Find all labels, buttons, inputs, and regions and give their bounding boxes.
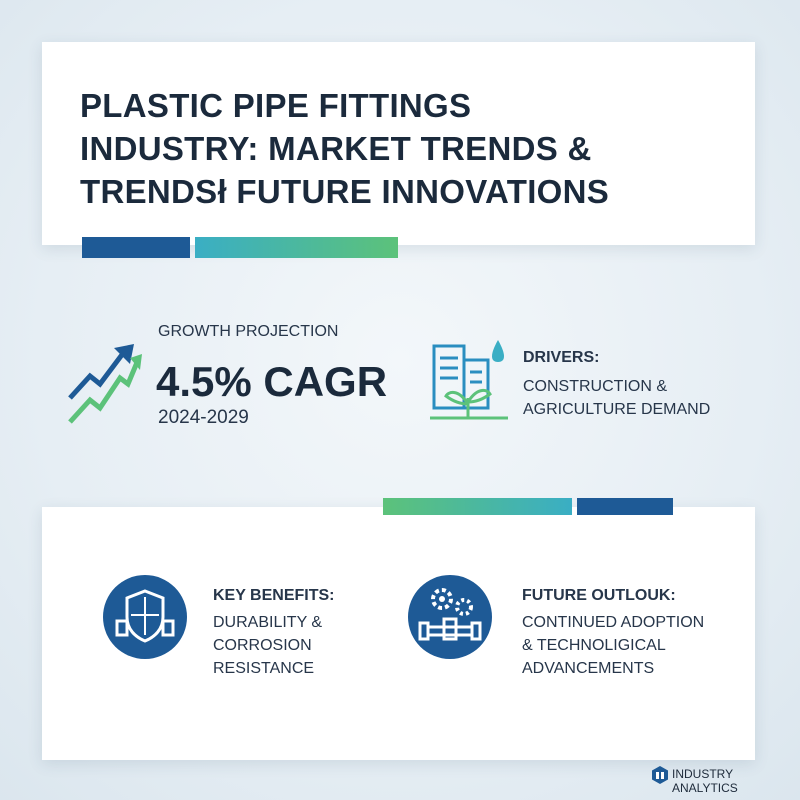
text-line: ADVANCEMENTS [522,660,655,677]
growth-icon [68,344,142,424]
drivers-title: DRIVERS: [523,349,600,366]
text-line: CORROSION [213,637,312,654]
title-line: TRENDSł FUTURE INNOVATIONS [80,173,610,210]
text-line: RESISTANCE [213,660,315,677]
title-card [42,42,755,245]
text-line: CONSTRUCTION & [523,378,667,395]
accent-bar [82,237,190,258]
drivers-text: CONSTRUCTION & AGRICULTURE DEMAND [523,375,710,421]
accent-bar [195,237,398,258]
title-line: INDUSTRY: MARKET TRENDS & [80,130,592,167]
drivers-icon [430,340,508,420]
footer-brand: INDUSTRY ANALYTICS [672,767,738,795]
growth-label: GROWTH PROJECTION [158,323,339,340]
title-line: PLASTIC PIPE FITTINGS [80,87,472,124]
accent-bar [383,498,572,515]
text-line: AGRICULTURE DEMAND [523,401,711,418]
footer-logo [652,766,668,784]
benefits-icon [103,575,187,659]
title: PLASTIC PIPE FITTINGS INDUSTRY: MARKET T… [80,84,609,213]
outlook-text: CONTINUED ADOPTION & TECHNOLIGICAL ADVAN… [522,611,704,680]
outlook-icon [408,575,492,659]
text-line: CONTINUED ADOPTION [522,614,705,631]
growth-period: 2024-2029 [158,407,249,428]
benefits-title: KEY BENEFITS: [213,587,335,604]
text-line: & TECHNOLIGICAL [522,637,666,654]
benefits-text: DURABILITY & CORROSION RESISTANCE [213,611,322,680]
outlook-title: FUTURE OUTLOUK: [522,587,676,604]
text-line: DURABILITY & [213,614,323,631]
growth-value: 4.5% CAGR [156,358,388,405]
accent-bar [577,498,673,515]
